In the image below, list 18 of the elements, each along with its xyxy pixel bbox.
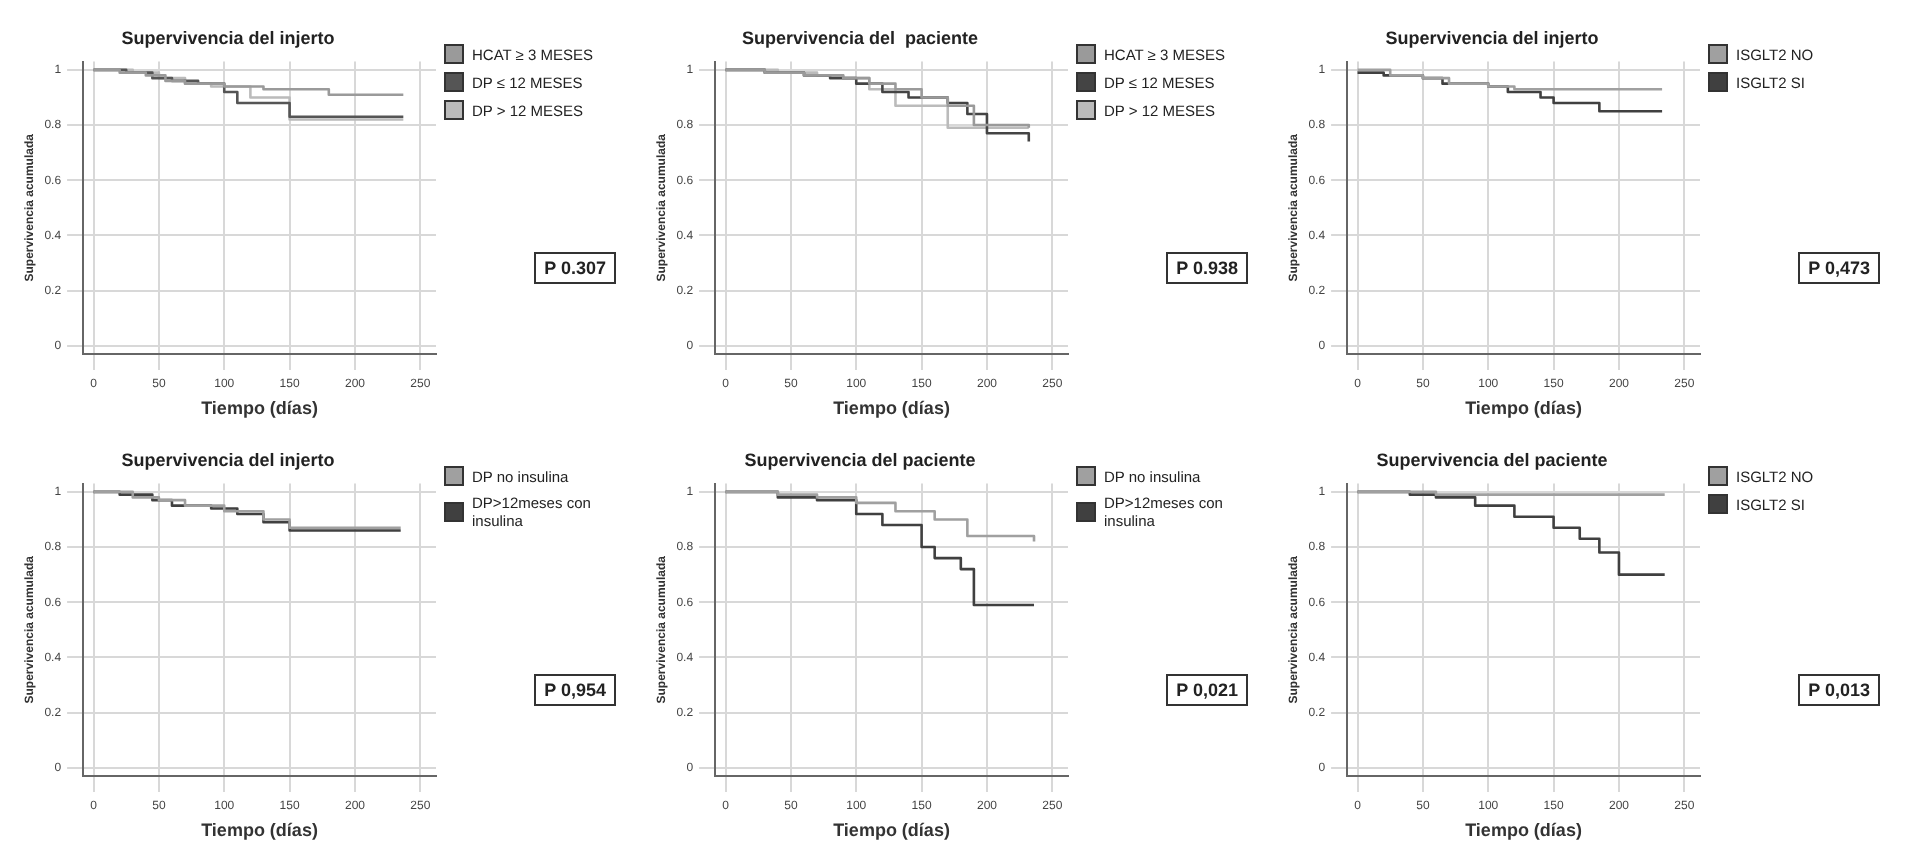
text: P 0,013 xyxy=(1798,674,1880,706)
x-axis-title: Tiempo (días) xyxy=(1465,820,1582,841)
x-axis-title: Tiempo (días) xyxy=(201,820,318,841)
text: P 0,954 xyxy=(534,674,616,706)
chart-title: Supervivencia del paciente xyxy=(744,449,976,470)
chart-title: Supervivencia del injerto xyxy=(121,27,336,48)
x-axis-title: Tiempo (días) xyxy=(1465,398,1582,419)
x-axis-title: Tiempo (días) xyxy=(833,820,950,841)
text: P 0,473 xyxy=(1798,252,1880,284)
chart-title: Supervivencia del injerto xyxy=(1385,27,1600,48)
text: P 0.307 xyxy=(534,252,616,284)
text: P 0,021 xyxy=(1166,674,1248,706)
x-axis-title: Tiempo (días) xyxy=(201,398,318,419)
text: P 0.938 xyxy=(1166,252,1248,284)
x-axis-title: Tiempo (días) xyxy=(833,398,950,419)
chart-title: Supervivencia del paciente xyxy=(1376,449,1608,470)
chart-title: Supervivencia del paciente xyxy=(741,27,979,48)
chart-title: Supervivencia del injerto xyxy=(121,449,336,470)
